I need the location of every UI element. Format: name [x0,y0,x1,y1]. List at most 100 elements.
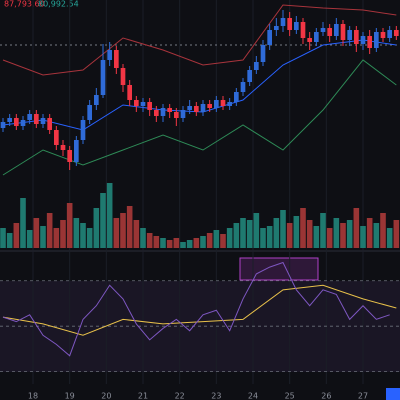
candle-body [74,140,79,162]
volume-bar [373,223,380,248]
volume-bar [133,220,140,248]
candle-body [120,68,126,85]
candle-body [347,30,352,40]
candle-body [294,22,299,30]
volume-bar [180,242,186,248]
volume-bar [86,228,93,248]
volume-bar [393,220,400,248]
candle-body [0,122,6,128]
candle-body [234,92,239,102]
candle-body [214,100,219,108]
candle-body [267,30,272,45]
candle-body [287,18,292,30]
candle-body [100,60,106,95]
volume-bar [353,208,360,248]
candle-body [327,28,332,36]
rsi-line [2,261,390,357]
candle-body [387,30,392,38]
volume-bar [300,208,306,248]
volume-bar [120,213,126,248]
x-tick-label: 21 [138,392,148,400]
candle-body [320,28,326,32]
volume-bar [146,233,153,248]
candle-body [34,114,39,124]
candle-body [200,104,206,112]
volume-bar [213,230,220,248]
candle-body [340,24,346,40]
candle-body [47,118,52,130]
candle-body [194,106,199,112]
volume-bar [286,223,293,248]
volume-bar [26,230,33,248]
candle-body [107,50,112,60]
candle-body [80,120,86,140]
candle-body [240,82,246,92]
x-tick-label: 19 [65,392,75,400]
candle-body [140,102,146,106]
volume-bar [53,228,60,248]
volume-bar [40,226,46,248]
candle-body [180,110,186,118]
volume-bar [240,218,246,248]
price-high-label: 87,793.60 [4,0,45,9]
volume-bar [220,234,226,248]
band-line [2,4,397,76]
candle-body [280,18,286,26]
candle-body [274,26,279,30]
candle-body [94,95,99,105]
candle-body [14,118,19,126]
candle-body [7,118,12,122]
volume-bar [106,183,113,248]
candle-body [374,32,379,48]
volume-bar [233,223,240,248]
volume-bar [13,223,20,248]
x-tick-label: 23 [211,392,221,400]
candle-body [220,100,226,106]
volume-bar [200,236,206,248]
x-tick-label: 24 [248,392,258,400]
candle-body [260,45,266,62]
volume-bar [166,240,173,248]
volume-bar [193,238,200,248]
volume-bar [126,206,133,248]
volume-bar [246,220,253,248]
volume-bar [226,228,233,248]
x-tick-label: 27 [358,392,368,400]
candle-body [227,102,232,106]
candle-body [300,22,306,38]
volume-bar [206,233,213,248]
x-tick-label: 26 [321,392,331,400]
candle-body [187,106,192,110]
volume-bar [253,213,260,248]
candle-body [114,50,119,68]
candle-body [247,70,252,82]
volume-bar [273,218,280,248]
volume-bar [293,216,300,248]
volume-bar [140,228,146,248]
volume-bar [80,223,86,248]
volume-bar [186,240,193,248]
candle-body [307,38,312,42]
volume-bar [100,193,106,248]
auto-scale-button[interactable] [386,388,400,400]
candle-body [147,102,152,110]
candle-body [334,24,339,36]
volume-bar [60,220,66,248]
candle-body [394,30,399,36]
candle-body [154,110,159,116]
candle-body [20,120,26,126]
volume-bar [93,208,100,248]
selection-box[interactable] [239,257,319,281]
volume-bar [153,236,160,248]
price-low-label: 80,992.54 [38,0,79,9]
candle-body [167,108,172,112]
volume-bar [66,203,73,248]
candle-body [60,145,66,150]
volume-bar [340,223,346,248]
volume-bar [33,218,40,248]
candle-body [174,112,179,118]
rsi-ma-line [2,284,397,336]
volume-bar [6,233,13,248]
candle-body [67,150,72,162]
